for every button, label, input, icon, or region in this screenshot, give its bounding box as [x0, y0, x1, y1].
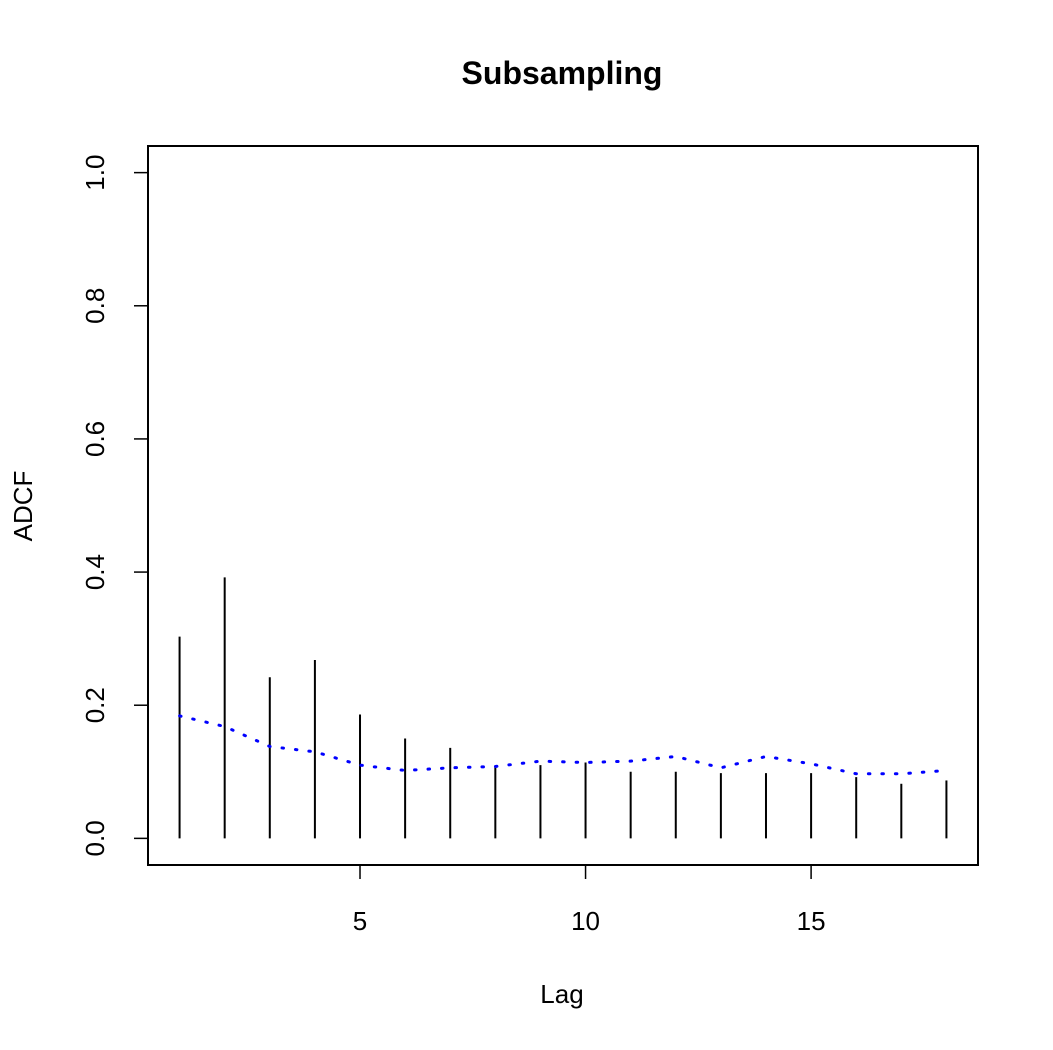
- y-tick-label: 0.6: [80, 421, 110, 457]
- x-tick-label: 10: [571, 906, 600, 936]
- y-tick-label: 0.4: [80, 554, 110, 590]
- y-axis: 0.0 0.2 0.4 0.6 0.8 1.0: [80, 155, 149, 856]
- chart-title: Subsampling: [462, 55, 663, 91]
- x-tick-label: 15: [797, 906, 826, 936]
- dotted-series: [178, 714, 948, 776]
- plot-frame: [147, 145, 979, 866]
- x-axis: 5 10 15: [353, 864, 826, 936]
- x-axis-label: Lag: [540, 979, 583, 1009]
- dotted-series-line: [178, 714, 948, 776]
- x-tick-label: 5: [353, 906, 367, 936]
- y-tick-label: 0.8: [80, 288, 110, 324]
- y-tick-label: 0.2: [80, 687, 110, 723]
- y-tick-label: 1.0: [80, 155, 110, 191]
- y-axis-label: ADCF: [8, 471, 38, 542]
- spike-series: [178, 577, 948, 839]
- y-tick-label: 0.0: [80, 820, 110, 856]
